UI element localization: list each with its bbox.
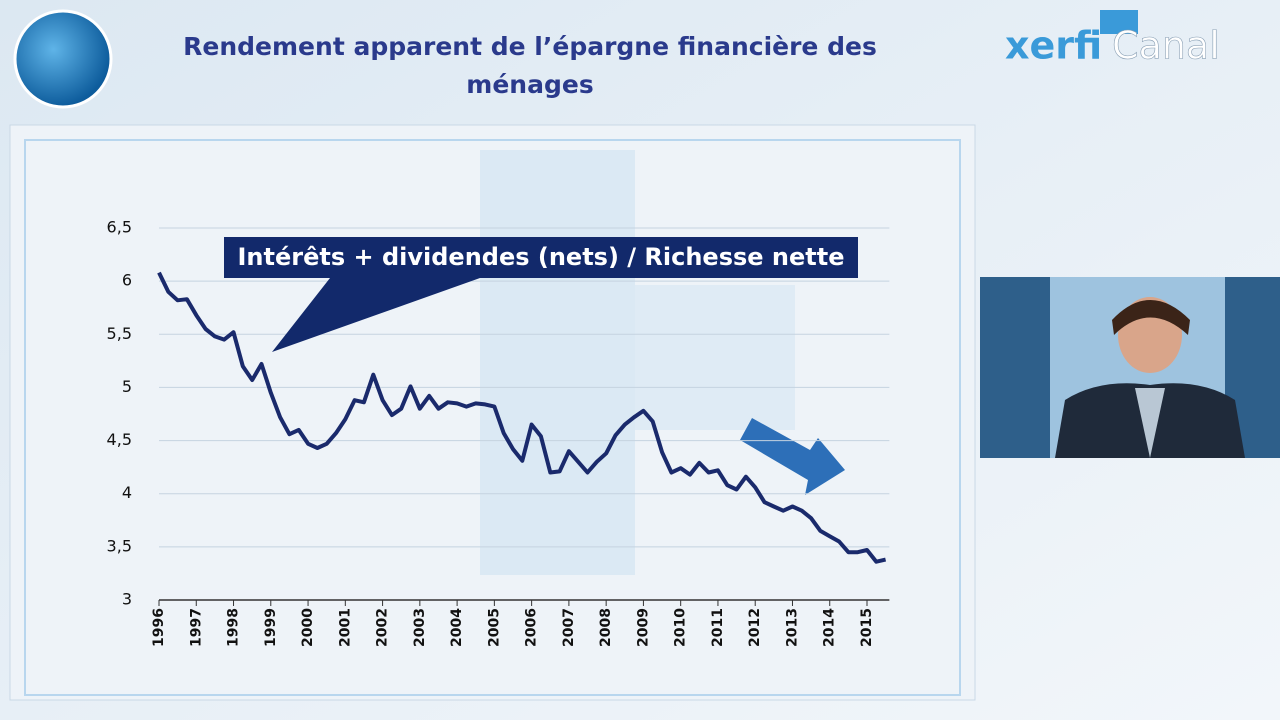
y-tick-label: 4 [122,483,132,502]
y-tick-label: 5 [122,377,132,396]
y-tick-label: 5,5 [107,324,132,343]
bg-block [635,285,795,430]
logo-box [1100,10,1138,34]
x-tick-label: 1996 [151,608,167,647]
y-tick-label: 3 [122,590,132,609]
x-tick-label: 2007 [561,608,577,647]
chart-title: Rendement apparent de l’épargne financiè… [183,32,877,99]
logo-canal: Canal [1112,24,1220,68]
x-tick-label: 2015 [859,608,875,647]
x-tick-label: 2008 [598,608,614,647]
x-tick-label: 2002 [375,608,391,647]
globe-logo [13,9,113,109]
x-tick-label: 1999 [263,608,279,647]
x-tick-label: 2010 [673,608,689,647]
callout-box [224,237,858,278]
x-tick-label: 1997 [188,608,204,647]
callout-pointer [272,278,480,352]
x-tick-label: 2000 [300,608,316,647]
data-line [157,271,887,564]
x-tick-label: 2006 [524,608,540,647]
callout-text: Intérêts + dividendes (nets) / Richesse … [238,243,845,271]
y-tick-label: 4,5 [107,430,132,449]
x-tick-label: 2014 [822,608,838,647]
x-tick-label: 1998 [226,608,242,647]
presenter-hair [1112,300,1190,335]
x-tick-label: 2005 [486,608,502,647]
x-tick-label: 2001 [337,608,353,647]
x-tick-label: 2011 [710,608,726,647]
trend-arrow [740,418,845,495]
plot: 3 3,5 4 4,5 5 5,5 6 6,5 1996 1997 1998 1999 2000 2001… [107,218,890,647]
presenter-shirt [1135,388,1165,458]
y-tick-label: 3,5 [107,536,132,555]
bg-block [480,150,635,575]
y-tick-label: 6 [122,271,132,290]
x-tick-label: 2013 [784,608,800,647]
x-tick-label: 2004 [449,608,465,647]
panel-border [24,139,961,696]
logo-xerfi: xerfi [1005,24,1102,68]
x-tick-label: 2003 [412,608,428,647]
x-tick-label: 2009 [635,608,651,647]
x-tick-label: 2012 [747,608,763,647]
y-tick-label: 6,5 [107,218,132,237]
